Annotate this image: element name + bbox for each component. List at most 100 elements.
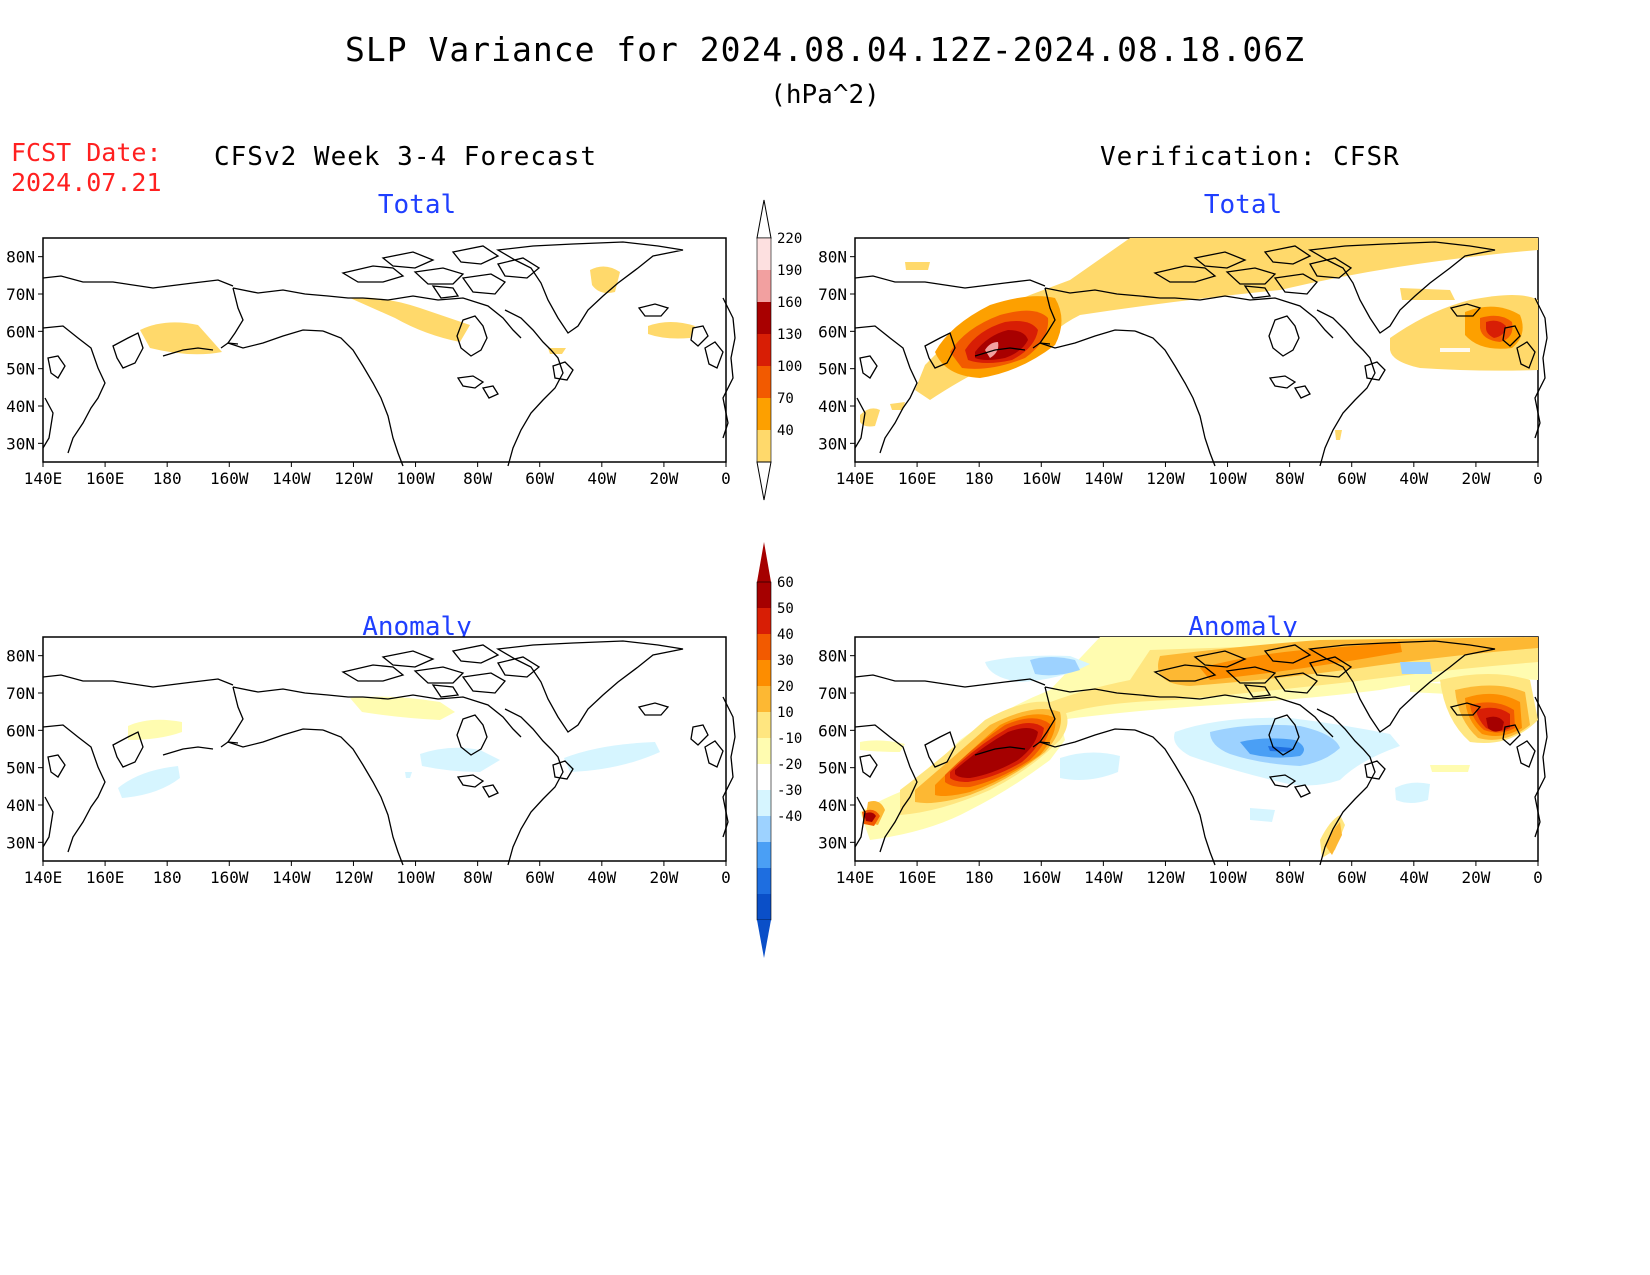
lat-tick-label-verification-anomaly: 60N xyxy=(818,721,847,740)
lat-tick-label-verification-total: 40N xyxy=(818,397,847,416)
colorbar-swatch xyxy=(757,712,771,739)
lon-tick-label-forecast-anomaly: 100W xyxy=(396,868,435,887)
colorbar-swatch xyxy=(757,430,771,463)
colorbar-label: 40 xyxy=(777,423,794,439)
lat-tick-label-verification-total: 60N xyxy=(818,322,847,341)
contour-fills-forecast-total xyxy=(140,266,695,355)
colorbar-swatch xyxy=(757,238,771,271)
colorbar-label: 160 xyxy=(777,295,802,311)
lon-tick-label-verification-total: 160W xyxy=(1022,469,1061,488)
colorbar-label: 100 xyxy=(777,359,802,375)
lat-tick-label-verification-anomaly: 40N xyxy=(818,796,847,815)
colorbar-label: -20 xyxy=(777,757,802,773)
fcst-date-label: FCST Date: xyxy=(11,138,162,167)
colorbar-label: -40 xyxy=(777,809,802,825)
units-label: (hPa^2) xyxy=(770,80,880,110)
lon-tick-label-forecast-anomaly: 140E xyxy=(24,868,63,887)
panel-forecast-anomaly xyxy=(42,636,736,866)
panel-forecast-total xyxy=(42,237,736,467)
fcst-date-value: 2024.07.21 xyxy=(11,168,162,197)
colorbar-label: 130 xyxy=(777,327,802,343)
lat-tick-label-verification-anomaly: 50N xyxy=(818,759,847,778)
lon-tick-label-forecast-anomaly: 60W xyxy=(525,868,554,887)
colorbar-swatch xyxy=(757,738,771,765)
colorbar-label: 220 xyxy=(777,231,802,247)
colorbar-swatch xyxy=(757,816,771,843)
colorbar-swatch xyxy=(757,398,771,431)
colorbar-swatch xyxy=(757,790,771,817)
lon-tick-label-verification-total: 180 xyxy=(965,469,994,488)
lon-tick-label-verification-anomaly: 40W xyxy=(1399,868,1428,887)
lat-tick-label-verification-total: 80N xyxy=(818,248,847,267)
colorbar-swatch xyxy=(757,634,771,661)
lat-tick-label-forecast-anomaly: 30N xyxy=(6,833,35,852)
colorbar-swatch xyxy=(757,868,771,895)
contour-fills-forecast-anomaly xyxy=(118,696,660,798)
colorbar-anomaly: 60 50 40 30 20 10 -10 -20 -30 -40 xyxy=(756,542,802,958)
lon-tick-label-forecast-total: 160W xyxy=(210,469,249,488)
lon-tick-label-forecast-total: 60W xyxy=(525,469,554,488)
colorbar-label: 50 xyxy=(777,601,794,617)
lon-tick-label-verification-total: 120W xyxy=(1146,469,1185,488)
panel-title-verification-total: Total xyxy=(1203,190,1283,220)
forecast-header: CFSv2 Week 3-4 Forecast xyxy=(214,142,598,172)
lon-tick-label-forecast-total: 80W xyxy=(463,469,492,488)
lat-tick-label-forecast-anomaly: 50N xyxy=(6,759,35,778)
lon-tick-label-verification-total: 80W xyxy=(1275,469,1304,488)
lat-tick-label-verification-anomaly: 70N xyxy=(818,684,847,703)
colorbar-total: 220 190 160 130 100 70 40 xyxy=(756,199,802,501)
lat-tick-label-forecast-total: 50N xyxy=(6,360,35,379)
colorbar-swatch xyxy=(757,270,771,303)
colorbar-label: 70 xyxy=(777,391,794,407)
colorbar-label: 40 xyxy=(777,627,794,643)
contour-fills-verification-anomaly xyxy=(860,637,1538,858)
lat-tick-label-verification-total: 70N xyxy=(818,285,847,304)
colorbar-label: -10 xyxy=(777,731,802,747)
colorbar-swatch xyxy=(757,334,771,367)
colorbar-label: 10 xyxy=(777,705,794,721)
lon-tick-label-forecast-anomaly: 180 xyxy=(153,868,182,887)
lon-tick-label-forecast-total: 160E xyxy=(86,469,125,488)
lon-tick-label-verification-anomaly: 140E xyxy=(836,868,875,887)
lat-tick-label-forecast-total: 70N xyxy=(6,285,35,304)
lon-tick-label-verification-total: 60W xyxy=(1337,469,1366,488)
colorbar-swatch xyxy=(757,894,771,921)
lon-tick-label-forecast-total: 20W xyxy=(649,469,678,488)
lat-tick-label-forecast-total: 80N xyxy=(6,248,35,267)
lon-tick-label-forecast-total: 100W xyxy=(396,469,435,488)
lon-tick-label-verification-total: 40W xyxy=(1399,469,1428,488)
lon-tick-label-forecast-total: 140W xyxy=(272,469,311,488)
lon-tick-label-verification-anomaly: 80W xyxy=(1275,868,1304,887)
lon-tick-label-verification-anomaly: 60W xyxy=(1337,868,1366,887)
lon-tick-label-forecast-total: 140E xyxy=(24,469,63,488)
lon-tick-label-forecast-total: 0 xyxy=(721,469,731,488)
colorbar-swatch xyxy=(757,764,771,791)
lat-tick-label-forecast-anomaly: 80N xyxy=(6,647,35,666)
lon-tick-label-verification-anomaly: 100W xyxy=(1208,868,1247,887)
lon-tick-label-verification-total: 160E xyxy=(898,469,937,488)
lon-tick-label-forecast-total: 180 xyxy=(153,469,182,488)
lon-tick-label-verification-total: 140E xyxy=(836,469,875,488)
colorbar-swatch xyxy=(757,582,771,609)
lat-tick-label-verification-anomaly: 30N xyxy=(818,833,847,852)
lon-tick-label-forecast-anomaly: 40W xyxy=(587,868,616,887)
lon-tick-label-forecast-anomaly: 160E xyxy=(86,868,125,887)
lon-tick-label-forecast-anomaly: 140W xyxy=(272,868,311,887)
lon-tick-label-forecast-anomaly: 160W xyxy=(210,868,249,887)
panel-verification-anomaly xyxy=(854,636,1548,866)
panel-verification-total xyxy=(854,237,1548,467)
lat-tick-label-verification-total: 30N xyxy=(818,434,847,453)
lon-tick-label-forecast-anomaly: 0 xyxy=(721,868,731,887)
verification-header: Verification: CFSR xyxy=(1100,142,1400,172)
lon-tick-label-verification-total: 140W xyxy=(1084,469,1123,488)
lon-tick-label-verification-anomaly: 180 xyxy=(965,868,994,887)
colorbar-label: 30 xyxy=(777,653,794,669)
colorbar-label: 20 xyxy=(777,679,794,695)
main-title: SLP Variance for 2024.08.04.12Z-2024.08.… xyxy=(345,30,1305,69)
lon-tick-label-verification-anomaly: 160E xyxy=(898,868,937,887)
lon-tick-label-verification-total: 20W xyxy=(1461,469,1490,488)
lon-tick-label-verification-anomaly: 160W xyxy=(1022,868,1061,887)
lat-tick-label-verification-anomaly: 80N xyxy=(818,647,847,666)
colorbar-swatch xyxy=(757,842,771,869)
colorbar-swatch xyxy=(757,302,771,335)
